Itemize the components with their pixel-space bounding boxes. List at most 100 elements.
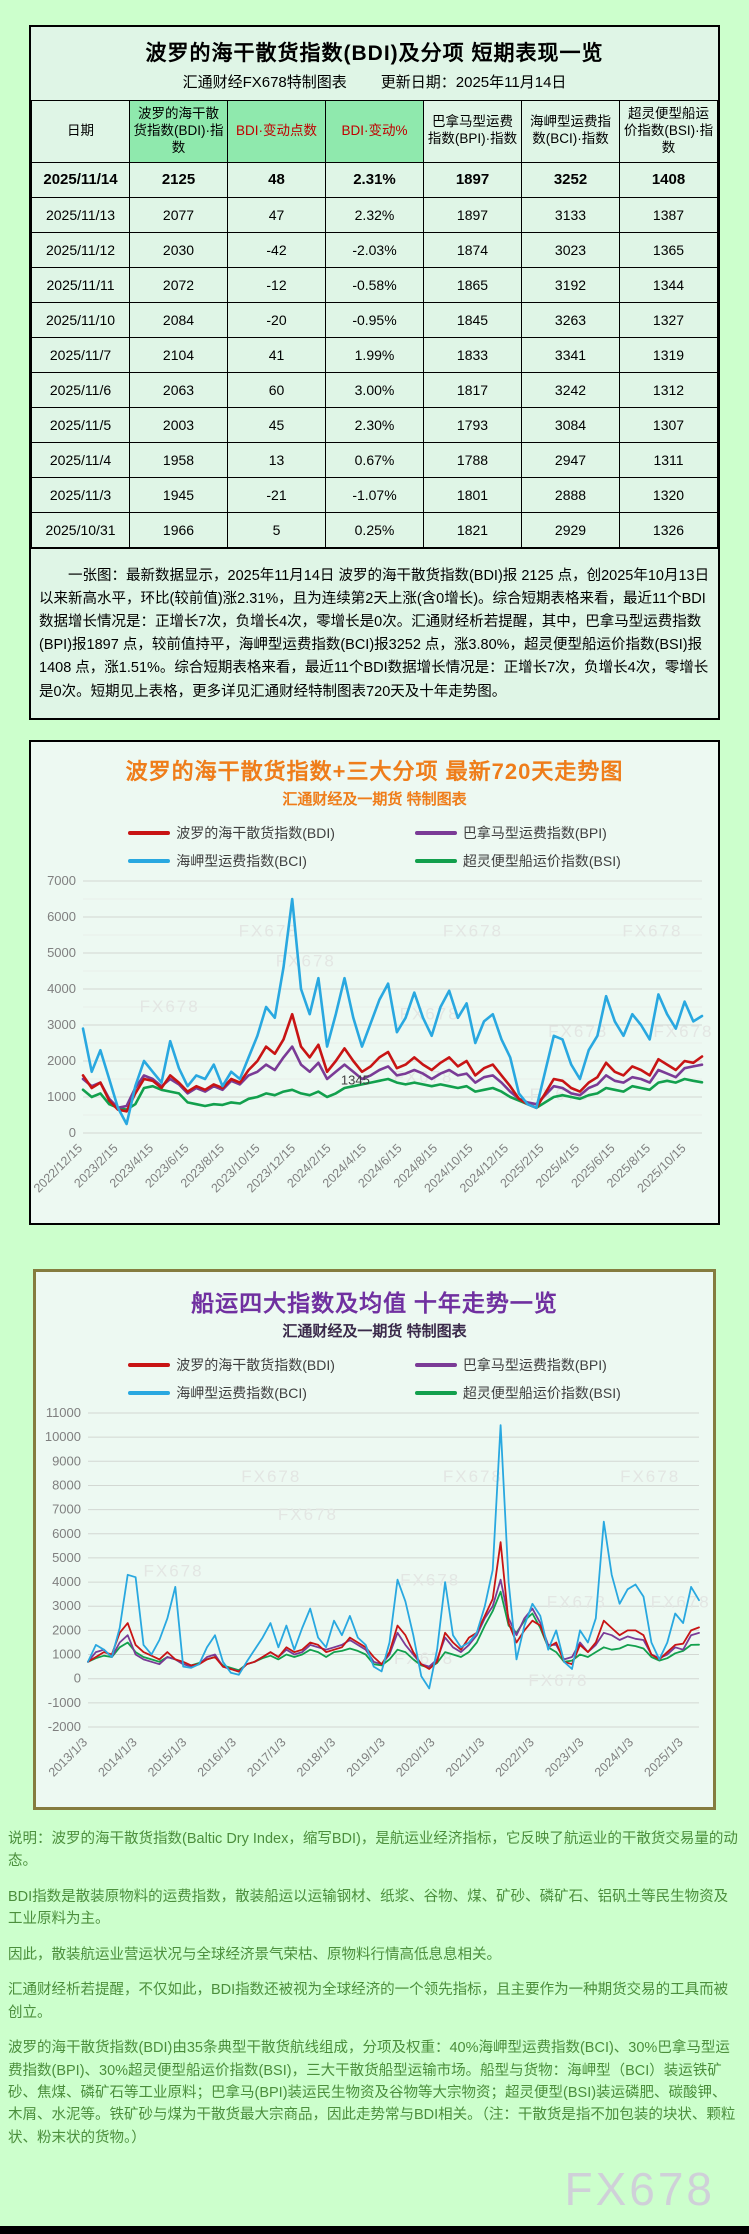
svg-text:2014/1/3: 2014/1/3 bbox=[95, 1735, 139, 1779]
table-cell: -12 bbox=[227, 266, 326, 303]
svg-text:6000: 6000 bbox=[47, 909, 76, 924]
table-cell: 2025/11/4 bbox=[31, 441, 130, 478]
table-cell: 1408 bbox=[619, 161, 718, 198]
table-row: 2025/11/12 2030 -42 -2.03% 1874 3023 1365 bbox=[31, 231, 718, 268]
column-header: BDI·变动% bbox=[325, 100, 424, 163]
legend-label: 超灵便型船运价指数(BSI) bbox=[462, 852, 621, 869]
legend-item: 波罗的海干散货指数(BDI) bbox=[128, 823, 335, 843]
table-cell: 3023 bbox=[521, 231, 620, 268]
svg-text:FX678: FX678 bbox=[620, 1467, 680, 1486]
table-row: 2025/11/3 1945 -21 -1.07% 1801 2888 1320 bbox=[31, 476, 718, 513]
svg-text:7000: 7000 bbox=[47, 873, 76, 888]
table-cell: 2077 bbox=[129, 196, 228, 233]
table-cell: 2.31% bbox=[325, 161, 424, 198]
legend-line-swatch bbox=[414, 858, 457, 863]
legend-line-swatch bbox=[128, 830, 171, 835]
svg-text:2000: 2000 bbox=[47, 1053, 76, 1068]
table-body: 2025/11/14 2125 48 2.31% 1897 3252 1408 2025/11… bbox=[31, 161, 718, 548]
legend-line-swatch bbox=[128, 858, 171, 863]
table-cell: 48 bbox=[227, 161, 326, 198]
svg-text:11000: 11000 bbox=[46, 1405, 81, 1420]
column-header: 超灵便型船运价指数(BSI)·指数 bbox=[619, 100, 718, 163]
description-line: 波罗的海干散货指数(BDI)由35条典型干散货航线组成，分项及权重：40%海岬型… bbox=[8, 2040, 736, 2146]
svg-text:4000: 4000 bbox=[52, 1574, 81, 1589]
svg-text:FX678: FX678 bbox=[622, 921, 682, 940]
column-header: 巴拿马型运费指数(BPI)·指数 bbox=[423, 100, 522, 163]
svg-text:0: 0 bbox=[69, 1125, 76, 1140]
svg-text:FX678: FX678 bbox=[278, 1505, 338, 1524]
page: { "page": {"watermark": "FX678", "bg": "… bbox=[0, 25, 749, 2234]
svg-text:FX678: FX678 bbox=[528, 1671, 588, 1690]
legend-label: 海岬型运费指数(BCI) bbox=[176, 1384, 307, 1401]
chart1-plot: 0 1000 2000 3000 4000 5000 6000 7000 FX678 FX678 F… bbox=[33, 873, 713, 1195]
column-header: BDI·变动点数 bbox=[227, 100, 326, 163]
table-cell: 1874 bbox=[423, 231, 522, 268]
table-cell: 47 bbox=[227, 196, 326, 233]
table-cell: 2025/11/13 bbox=[31, 196, 130, 233]
table-cell: 1865 bbox=[423, 266, 522, 303]
table-row: 2025/11/6 2063 60 3.00% 1817 3242 1312 bbox=[31, 371, 718, 408]
description-text: 说明：波罗的海干散货指数(Baltic Dry Index，缩写BDI)，是航运… bbox=[8, 1828, 741, 2150]
table-row: 2025/11/11 2072 -12 -0.58% 1865 3192 1344 bbox=[31, 266, 718, 303]
chart1-legend: 波罗的海干散货指数(BDI) 巴拿马型运费指数(BPI) 海岬型运费指数(BCI) 超… bbox=[33, 823, 716, 871]
svg-text:9000: 9000 bbox=[52, 1453, 81, 1468]
chart2-title: 船运四大指数及均值 十年走势一览 bbox=[191, 1290, 558, 1316]
column-header: 海岬型运费指数(BCI)·指数 bbox=[521, 100, 620, 163]
table-row: 2025/11/10 2084 -20 -0.95% 1845 3263 1327 bbox=[31, 301, 718, 338]
svg-text:FX678: FX678 bbox=[653, 1022, 713, 1041]
table-cell: 1801 bbox=[423, 476, 522, 513]
chart1-title: 波罗的海干散货指数+三大分项 最新720天走势图 bbox=[125, 758, 624, 784]
legend-line-swatch bbox=[128, 1362, 171, 1367]
legend-label: 波罗的海干散货指数(BDI) bbox=[176, 1356, 335, 1373]
table-cell: 3192 bbox=[521, 266, 620, 303]
table-title: 波罗的海干散货指数(BDI)及分项 短期表现一览 bbox=[145, 42, 604, 65]
svg-text:5000: 5000 bbox=[52, 1550, 81, 1565]
legend-label: 巴拿马型运费指数(BPI) bbox=[462, 1356, 607, 1373]
svg-text:2018/1/3: 2018/1/3 bbox=[294, 1735, 338, 1779]
table-note: 一张图：最新数据显示，2025年11月14日 波罗的海干散货指数(BDI)报 2… bbox=[31, 547, 718, 718]
table-row: 2025/11/5 2003 45 2.30% 1793 3084 1307 bbox=[31, 406, 718, 443]
table-cell: 2084 bbox=[129, 301, 228, 338]
description-line: BDI指数是散装原物料的运费指数，散装船运以运输钢材、纸浆、谷物、煤、矿砂、磷矿… bbox=[8, 1888, 729, 1928]
table-cell: 3263 bbox=[521, 301, 620, 338]
table-cell: 1833 bbox=[423, 336, 522, 373]
table-cell: 1793 bbox=[423, 406, 522, 443]
table-source: 汇通财经FX678特制图表 bbox=[182, 74, 347, 91]
table-cell: 2025/11/3 bbox=[31, 476, 130, 513]
table-cell: -2.03% bbox=[325, 231, 424, 268]
table-cell: 2104 bbox=[129, 336, 228, 373]
legend-label: 波罗的海干散货指数(BDI) bbox=[176, 824, 335, 841]
table-cell: 1319 bbox=[619, 336, 718, 373]
table-cell: 60 bbox=[227, 371, 326, 408]
svg-text:2024/1/3: 2024/1/3 bbox=[592, 1735, 636, 1779]
table-cell: 3133 bbox=[521, 196, 620, 233]
table-cell: 2030 bbox=[129, 231, 228, 268]
svg-text:2021/1/3: 2021/1/3 bbox=[443, 1735, 487, 1779]
svg-text:1000: 1000 bbox=[52, 1646, 81, 1661]
table-cell: 2125 bbox=[129, 161, 228, 198]
svg-text:-1000: -1000 bbox=[48, 1695, 81, 1710]
table-cell: 2072 bbox=[129, 266, 228, 303]
table-cell: 2.32% bbox=[325, 196, 424, 233]
svg-text:-2000: -2000 bbox=[48, 1719, 81, 1734]
svg-text:FX678: FX678 bbox=[143, 1561, 203, 1580]
table-cell: 3252 bbox=[521, 161, 620, 198]
svg-text:2015/1/3: 2015/1/3 bbox=[145, 1735, 189, 1779]
fx678-watermark: FX678 bbox=[564, 2163, 715, 2216]
legend-item: 巴拿马型运费指数(BPI) bbox=[414, 1355, 621, 1375]
svg-text:FX678: FX678 bbox=[548, 1022, 608, 1041]
table-cell: 2025/11/12 bbox=[31, 231, 130, 268]
table-row: 2025/11/7 2104 41 1.99% 1833 3341 1319 bbox=[31, 336, 718, 373]
table-cell: 3341 bbox=[521, 336, 620, 373]
chart1-subtitle: 汇通财经及一期货 特制图表 bbox=[282, 790, 467, 808]
table-cell: 0.67% bbox=[325, 441, 424, 478]
svg-text:3000: 3000 bbox=[52, 1598, 81, 1613]
table-cell: 1344 bbox=[619, 266, 718, 303]
table-cell: 3.00% bbox=[325, 371, 424, 408]
table-cell: 1788 bbox=[423, 441, 522, 478]
svg-text:FX678: FX678 bbox=[400, 1570, 460, 1589]
svg-text:FX678: FX678 bbox=[140, 997, 200, 1016]
svg-text:3000: 3000 bbox=[47, 1017, 76, 1032]
legend-line-swatch bbox=[414, 1362, 457, 1367]
short-term-table: 日期 波罗的海干散货指数(BDI)·指数 BDI·变动点数 BDI·变动% 巴拿马型运费… bbox=[31, 100, 718, 548]
